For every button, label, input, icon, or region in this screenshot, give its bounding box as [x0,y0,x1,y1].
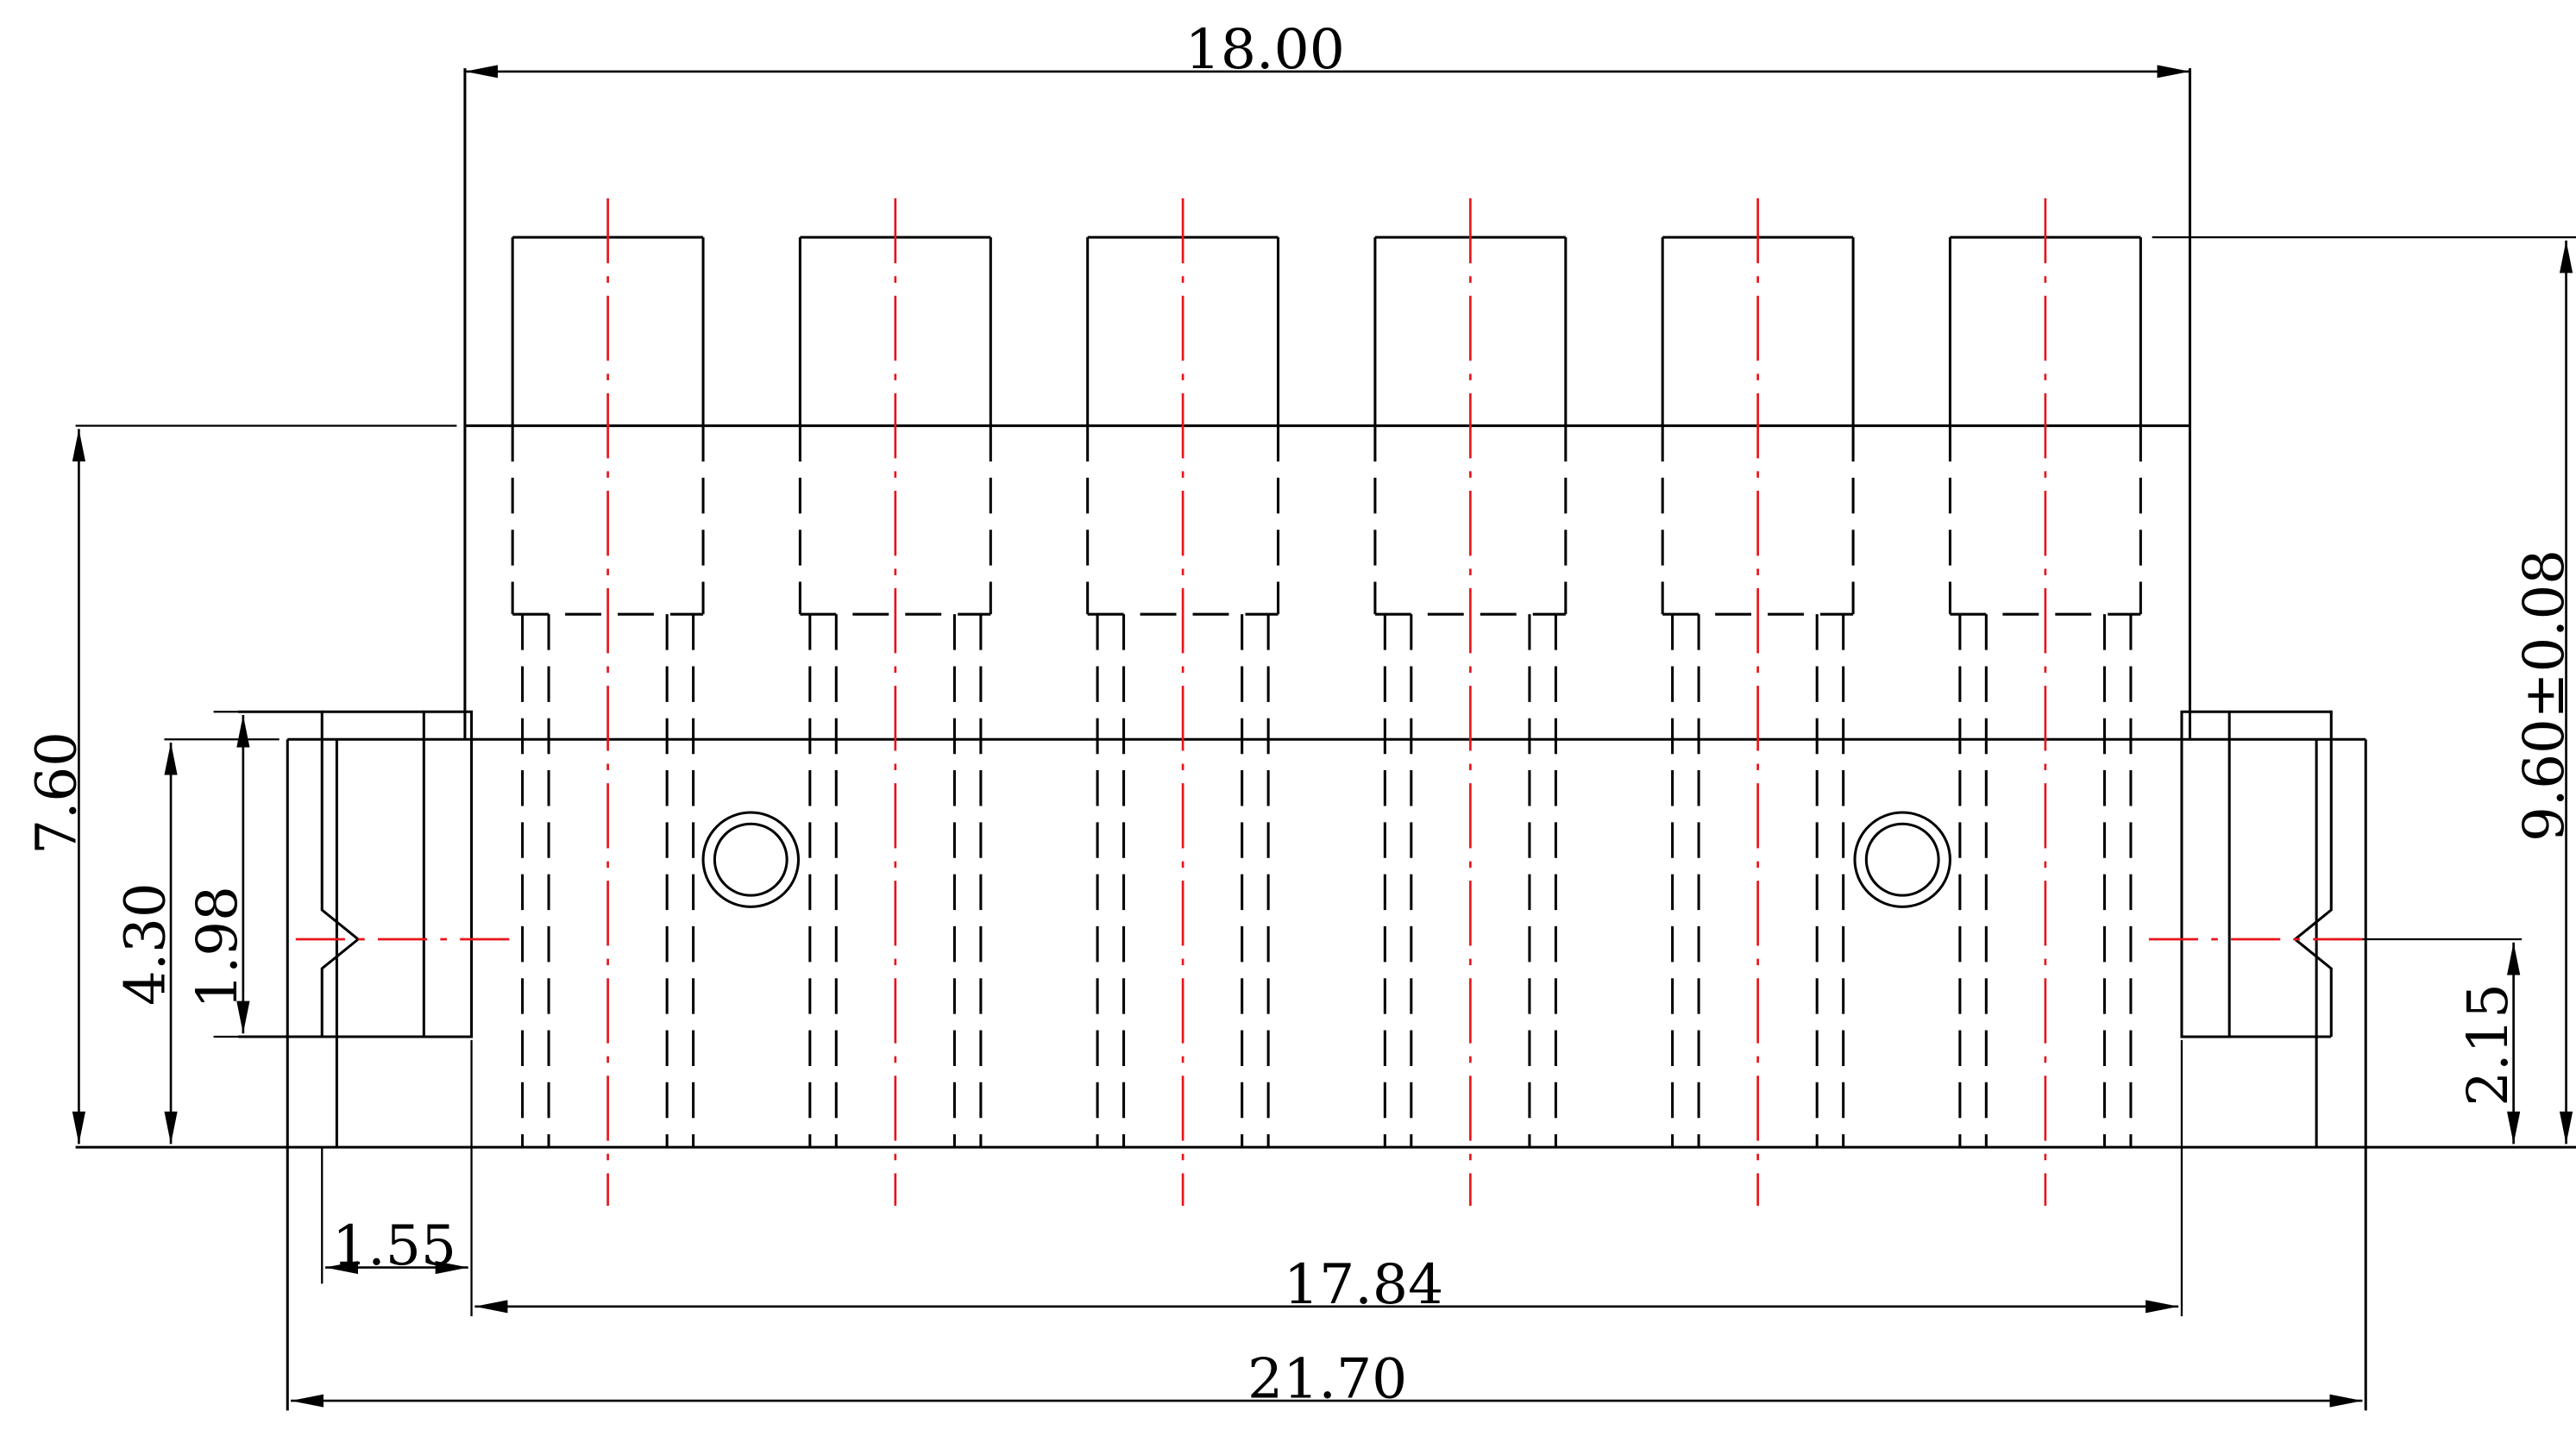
dim-latch-offset: 2.15 [2456,983,2521,1107]
dim-inner-span: 17.84 [1284,1252,1443,1317]
mounting-hole-left [701,811,801,908]
dim-overall-width: 21.70 [1247,1347,1407,1412]
pin-column [511,235,705,1148]
dim-base-height: 4.30 [113,882,178,1006]
pin-column [798,235,992,1148]
mounting-hole-right [1853,811,1951,908]
dim-latch-width: 1.55 [332,1214,456,1278]
dim-overall-height: 9.60±0.08 [2511,549,2576,842]
extension-lines [75,235,2576,1317]
pin-column [1661,235,1855,1148]
pin-columns [511,235,2142,1148]
pin-centerlines [295,198,2366,1206]
pin-column [1948,235,2142,1148]
upper-housing [463,68,2192,740]
dim-latch-height: 1.98 [185,886,250,1009]
pin-column [1373,235,1568,1148]
base-body [75,737,2576,1411]
right-latch [2180,710,2333,1038]
dim-top-width: 18.00 [1185,17,1345,82]
dim-body-height: 7.60 [24,731,89,855]
left-latch [238,710,474,1038]
